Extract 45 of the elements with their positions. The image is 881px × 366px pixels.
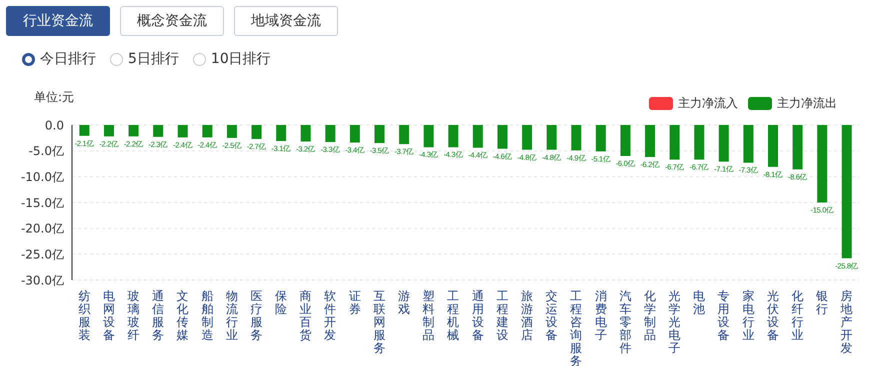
x-tick-label: 纺织服装 bbox=[78, 289, 90, 342]
x-tick-label: 通信服务 bbox=[152, 289, 164, 342]
x-tick-label: 银行 bbox=[815, 289, 828, 316]
x-tick-label: 工程建设 bbox=[495, 289, 508, 342]
y-tick-label: 0.0 bbox=[44, 118, 64, 132]
x-tick-label: 塑料制品 bbox=[422, 289, 435, 342]
x-tick-label: 光学光电子 bbox=[668, 289, 681, 355]
x-tick-label: 家电行业 bbox=[742, 289, 754, 342]
x-tick-label: 游戏 bbox=[398, 289, 410, 316]
y-tick-label: -5.0亿 bbox=[28, 144, 64, 158]
x-tick-label: 电池 bbox=[693, 289, 706, 316]
x-tick-label: 商业百货 bbox=[300, 289, 312, 342]
x-tick-label: 玻璃玻纤 bbox=[127, 289, 140, 342]
x-tick-label: 汽车零部件 bbox=[619, 289, 632, 355]
x-tick-label: 交运设备 bbox=[546, 289, 558, 342]
y-axis-title: 单位:元 bbox=[34, 89, 74, 106]
x-tick-label: 医疗服务 bbox=[250, 289, 262, 342]
x-tick-label: 化纤行业 bbox=[792, 289, 804, 342]
x-tick-label: 物流行业 bbox=[226, 289, 238, 342]
y-tick-label: -10.0亿 bbox=[20, 170, 64, 184]
x-tick-label: 保险 bbox=[275, 289, 288, 316]
x-tick-label: 消费电子 bbox=[594, 289, 607, 342]
x-tick-label: 互联网服务 bbox=[373, 289, 386, 355]
text: 5日排行 bbox=[128, 50, 179, 68]
x-tick-label: 船舶制造 bbox=[201, 289, 214, 342]
x-tick-label: 专用设备 bbox=[718, 289, 730, 342]
text: 10日排行 bbox=[210, 50, 271, 68]
x-tick-label: 文化传媒 bbox=[176, 289, 189, 342]
x-tick-label: 化学制品 bbox=[644, 289, 656, 342]
x-tick-label: 房地产开发 bbox=[840, 289, 853, 355]
x-tick-label: 证券 bbox=[348, 289, 361, 316]
y-tick-label: -30.0亿 bbox=[20, 273, 64, 288]
y-tick-label: -20.0亿 bbox=[20, 222, 64, 236]
legend-label: 主力净流入 bbox=[678, 95, 738, 112]
text: 今日排行 bbox=[40, 50, 96, 68]
x-tick-label: 工程机械 bbox=[447, 289, 460, 342]
legend-label: 主力净流出 bbox=[777, 95, 837, 112]
x-tick-label: 通用设备 bbox=[472, 289, 484, 342]
x-tick-label: 光伏设备 bbox=[766, 289, 779, 342]
x-tick-label: 电网设备 bbox=[102, 289, 115, 342]
y-tick-label: -15.0亿 bbox=[20, 196, 64, 210]
tab-bar: 行业资金流 概念资金流 地域资金流 bbox=[6, 6, 338, 36]
y-tick-label: -25.0亿 bbox=[20, 247, 64, 262]
x-tick-label: 软件开发 bbox=[324, 289, 336, 342]
x-tick-label: 旅游酒店 bbox=[520, 289, 533, 342]
